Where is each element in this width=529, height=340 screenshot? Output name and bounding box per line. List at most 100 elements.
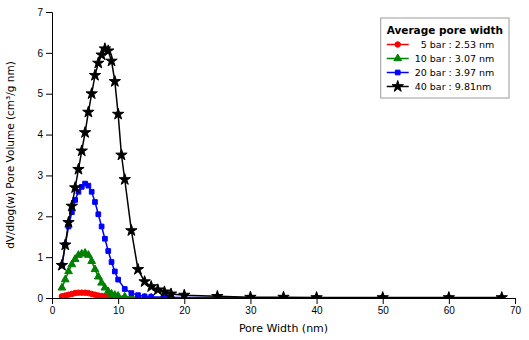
y-tick-label: 7 — [37, 7, 43, 18]
x-tick-label: 20 — [179, 305, 191, 316]
legend-frame — [381, 18, 509, 98]
plot: 01020304050607001234567Average pore widt… — [37, 7, 521, 316]
legend-marker — [395, 70, 400, 75]
data-point — [116, 277, 121, 282]
data-point — [136, 293, 141, 298]
data-point — [83, 106, 94, 117]
data-point — [149, 294, 154, 298]
x-tick: 60 — [444, 298, 456, 316]
legend-item: 5 bar : 2.53 nm — [387, 39, 495, 50]
x-tick-label: 10 — [113, 305, 125, 316]
data-point — [69, 182, 80, 193]
data-point — [89, 189, 94, 194]
series — [58, 249, 506, 298]
y-tick-label: 3 — [37, 170, 43, 181]
x-tick: 70 — [510, 298, 522, 316]
x-axis: 010203040506070 — [50, 298, 522, 316]
data-point — [245, 291, 256, 298]
x-axis-line — [53, 299, 516, 305]
data-point — [443, 292, 454, 298]
legend-item: 40 bar : 9.81nm — [387, 81, 492, 92]
y-tick: 3 — [37, 170, 52, 181]
y-tick-mark — [46, 175, 52, 176]
y-axis-line — [46, 13, 53, 299]
legend-marker — [395, 42, 401, 48]
data-point — [109, 75, 120, 86]
data-point — [496, 292, 507, 298]
data-point — [112, 108, 123, 119]
y-tick-mark — [46, 53, 52, 54]
data-point — [116, 149, 127, 160]
legend-marker — [394, 54, 402, 61]
data-point — [134, 293, 142, 298]
x-axis-title: Pore Width (nm) — [239, 322, 328, 335]
series-line — [62, 49, 502, 298]
data-point — [86, 183, 91, 188]
y-tick: 7 — [37, 7, 52, 18]
data-point — [278, 291, 289, 298]
x-tick: 50 — [378, 298, 390, 316]
y-tick-mark — [46, 135, 52, 136]
data-point — [96, 212, 101, 217]
x-tick-mark — [383, 298, 384, 304]
y-tick: 6 — [37, 48, 52, 59]
legend-label: 20 bar : 3.97 nm — [415, 67, 495, 78]
y-tick-mark — [46, 12, 52, 13]
data-point — [73, 163, 84, 174]
data-point — [60, 239, 71, 250]
data-point — [94, 272, 102, 279]
data-point — [148, 295, 154, 298]
data-point — [88, 257, 96, 264]
y-tick-label: 0 — [37, 293, 43, 304]
y-tick: 1 — [37, 252, 52, 263]
data-point — [86, 88, 97, 99]
data-point — [121, 292, 129, 298]
legend-item: 20 bar : 3.97 nm — [387, 67, 495, 78]
x-tick-label: 70 — [510, 305, 522, 316]
data-point — [61, 275, 69, 282]
data-point — [103, 45, 114, 56]
y-tick-mark — [46, 257, 52, 258]
legend-label: 40 bar : 9.81nm — [415, 81, 492, 92]
data-point — [58, 283, 66, 290]
data-point — [141, 293, 149, 298]
data-point — [91, 265, 99, 272]
legend-item: 10 bar : 3.07 nm — [387, 53, 495, 64]
data-point — [56, 259, 67, 270]
data-point — [79, 127, 90, 138]
data-point — [66, 200, 77, 211]
data-point — [106, 55, 117, 66]
data-point — [212, 290, 223, 298]
legend-label: 10 bar : 3.07 nm — [415, 53, 495, 64]
x-tick: 20 — [179, 298, 191, 316]
y-tick: 0 — [37, 293, 52, 304]
data-point — [89, 69, 100, 80]
data-point — [109, 260, 114, 265]
marks — [56, 43, 507, 298]
data-point — [85, 251, 93, 258]
data-point — [311, 292, 322, 298]
data-point — [103, 236, 108, 241]
legend-title: Average pore width — [387, 24, 503, 36]
data-point — [112, 269, 117, 274]
x-tick-label: 0 — [50, 305, 56, 316]
y-tick-label: 5 — [37, 88, 43, 99]
x-tick-label: 40 — [312, 305, 324, 316]
chart: 01020304050607001234567Average pore widt… — [0, 0, 529, 340]
y-tick: 2 — [37, 211, 52, 222]
x-tick-mark — [449, 298, 450, 304]
x-tick-mark — [515, 298, 516, 304]
data-point — [119, 174, 130, 185]
y-axis: 01234567 — [37, 7, 52, 304]
x-tick: 10 — [113, 298, 125, 316]
x-tick: 40 — [312, 298, 324, 316]
data-point — [132, 263, 143, 274]
x-tick: 0 — [50, 298, 56, 316]
data-point — [93, 200, 98, 205]
y-tick-mark — [46, 94, 52, 95]
data-point — [165, 288, 176, 298]
data-point — [126, 225, 137, 236]
y-axis-title: dV/dlog(w) Pore Volume (cm³/g nm) — [4, 61, 16, 249]
data-point — [99, 224, 104, 229]
legend: Average pore width 5 bar : 2.53 nm 10 bar… — [381, 18, 509, 98]
